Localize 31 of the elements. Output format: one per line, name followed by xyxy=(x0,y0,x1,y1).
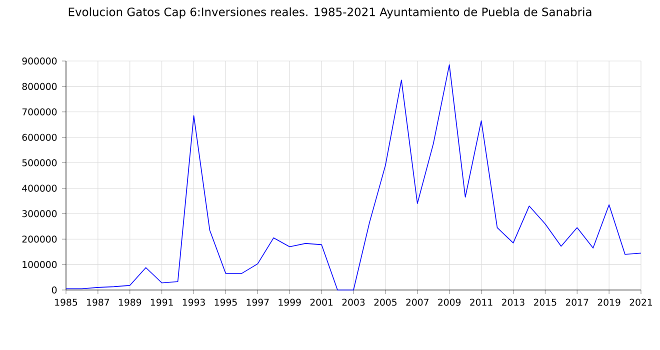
y-tick-label: 800000 xyxy=(22,82,57,90)
y-tick-label: 500000 xyxy=(22,159,57,166)
x-tick-label: 2017 xyxy=(566,298,588,306)
x-tick-label: 2019 xyxy=(598,298,620,306)
x-tick-label: 2011 xyxy=(470,298,492,306)
x-tick-label: 1995 xyxy=(214,298,237,306)
chart-title: Evolucion Gatos Cap 6:Inversiones reales. 1985-2021 Ayuntamiento de Puebla de Sanabria xyxy=(68,7,592,18)
y-tick-label: 700000 xyxy=(22,108,57,116)
y-tick-label: 300000 xyxy=(22,210,57,218)
x-tick-label: 1985 xyxy=(55,298,78,306)
y-tick-label: 0 xyxy=(52,286,57,294)
x-tick-label: 2009 xyxy=(438,298,461,306)
y-tick-label: 100000 xyxy=(22,261,57,268)
x-tick-label: 1997 xyxy=(246,298,269,306)
x-tick-label: 1999 xyxy=(278,298,301,306)
x-tick-label: 2021 xyxy=(630,298,652,306)
line-series xyxy=(66,64,642,290)
y-tick-label: 200000 xyxy=(22,236,57,243)
x-tick-label: 2007 xyxy=(406,298,428,306)
x-tick-label: 2013 xyxy=(502,298,524,306)
x-tick-label: 2005 xyxy=(374,298,396,306)
x-tick-label: 1987 xyxy=(87,298,110,306)
y-tick-label: 600000 xyxy=(22,134,57,141)
x-tick-label: 2003 xyxy=(342,298,365,306)
x-tick-label: 1991 xyxy=(150,298,173,306)
x-tick-label: 2015 xyxy=(534,298,556,306)
y-tick-label: 900000 xyxy=(22,57,57,65)
y-tick-label: 400000 xyxy=(22,184,57,192)
x-tick-label: 1993 xyxy=(182,298,205,306)
x-tick-label: 2001 xyxy=(310,298,333,306)
x-tick-label: 1989 xyxy=(119,298,142,306)
